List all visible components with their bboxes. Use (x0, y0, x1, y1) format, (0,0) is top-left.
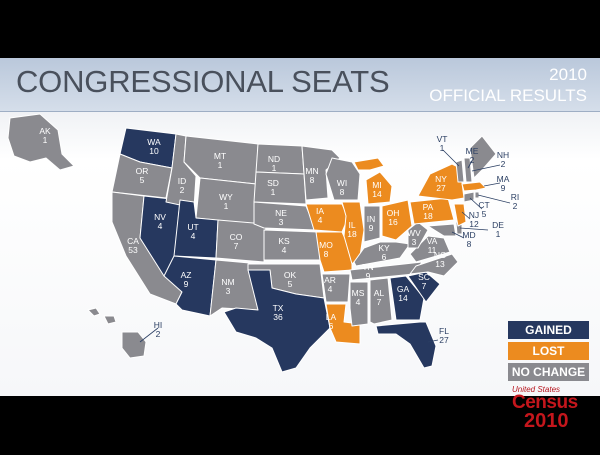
label-MA: MA 9 (497, 174, 510, 193)
label-ME: ME 2 (466, 146, 479, 165)
state-MN (301, 145, 341, 201)
map-panel: CONGRESSIONAL SEATS 2010 OFFICIAL RESULT… (0, 58, 600, 432)
label-LA: LA 6 (326, 312, 337, 331)
state-KY (353, 241, 411, 267)
label-ID: ID 2 (178, 176, 187, 195)
census-logo-year: 2010 (524, 410, 569, 432)
legend-gained: GAINED (508, 321, 589, 339)
label-NH: NH 2 (497, 150, 509, 169)
state-NC (409, 253, 459, 277)
label-KY: KY 6 (378, 243, 390, 262)
leader-lines (139, 149, 511, 343)
external-labels: VT 1 ME 2 NH 2 MA 9 RI 2 CT 5 NJ 12 DE 1 MD 8 HI 2… (154, 134, 520, 345)
label-VT: VT 1 (437, 134, 448, 153)
label-AK: AK 1 (39, 126, 51, 145)
label-NV: NV 4 (154, 212, 166, 231)
state-IN (363, 205, 381, 243)
label-SD: SD 1 (267, 178, 279, 197)
title-bar: CONGRESSIONAL SEATS 2010 OFFICIAL RESULT… (0, 58, 600, 112)
label-NJ: NJ 12 (469, 210, 479, 229)
label-MO: MO 8 (319, 240, 333, 259)
state-GA (389, 275, 425, 321)
label-WI: WI 8 (337, 178, 347, 197)
label-IL: IL 18 (347, 220, 357, 239)
label-HI: HI 2 (154, 320, 163, 339)
label-IA: IA 4 (316, 206, 324, 225)
state-FL (375, 321, 437, 369)
label-MI: MI 14 (372, 180, 382, 199)
state-MS (349, 281, 369, 327)
label-TN: TN 9 (362, 262, 373, 281)
state-KS (263, 229, 321, 261)
label-DE: DE 1 (492, 220, 504, 239)
state-AK (7, 113, 75, 171)
label-PA: PA 18 (423, 202, 434, 221)
legend-lost: LOST (508, 342, 589, 360)
state-WI (325, 157, 361, 201)
label-MD: MD 8 (462, 230, 475, 249)
label-WY: WY 1 (219, 192, 233, 211)
state-VT (455, 159, 465, 183)
label-AZ: AZ 9 (181, 270, 192, 289)
label-VA: VA 11 (427, 236, 438, 255)
label-OR: OR 5 (136, 166, 149, 185)
state-VA (409, 235, 451, 263)
state-labels: AK 1 WA 10 OR 5 CA 53 NV 4 ID 2 MT 1 WY 1 UT 4 AZ… (39, 126, 447, 331)
state-HI (87, 307, 147, 359)
label-NY: NY 27 (435, 174, 447, 193)
state-SD (253, 171, 307, 205)
label-AR: AR 4 (324, 275, 336, 294)
label-SC: SC 7 (418, 272, 430, 291)
state-CO (215, 219, 267, 263)
label-MT: MT 1 (214, 151, 226, 170)
state-AR (321, 273, 351, 303)
page-title: CONGRESSIONAL SEATS (16, 64, 390, 99)
label-NC: NC 13 (434, 250, 446, 269)
label-WA: WA 10 (147, 137, 161, 156)
state-MD (427, 223, 457, 237)
label-CO: CO 7 (230, 232, 243, 251)
label-FL: FL 27 (439, 326, 449, 345)
state-ME (469, 135, 497, 179)
state-LA (325, 303, 361, 345)
label-AL: AL 7 (374, 288, 385, 307)
census-logo-word: Census (512, 392, 578, 413)
state-MA (461, 181, 487, 192)
us-map: AK 1 WA 10 OR 5 CA 53 NV 4 ID 2 MT 1 WY 1 UT 4 AZ… (7, 113, 520, 373)
state-AL (369, 277, 393, 325)
label-GA: GA 14 (397, 284, 410, 303)
label-WV: WV 3 (407, 228, 421, 247)
label-NE: NE 3 (275, 208, 287, 227)
label-CT: CT 5 (478, 200, 489, 219)
state-MI (353, 157, 393, 205)
state-NJ (453, 203, 467, 227)
state-PA (409, 197, 455, 225)
legend-no-change: NO CHANGE (508, 363, 589, 381)
subtitle-label: OFFICIAL RESULTS (429, 86, 587, 105)
state-RI (474, 191, 480, 199)
label-UT: UT 4 (187, 222, 198, 241)
label-MS: MS 4 (352, 288, 365, 307)
label-ND: ND 1 (268, 154, 280, 173)
label-RI: RI 2 (511, 192, 520, 211)
label-NM: NM 3 (221, 277, 234, 296)
state-TX (223, 269, 331, 373)
label-IN: IN 9 (367, 214, 376, 233)
label-OH: OH 16 (387, 208, 400, 227)
label-KS: KS 4 (278, 236, 290, 255)
label-MN: MN 8 (305, 166, 318, 185)
state-OH (381, 199, 413, 241)
label-TX: TX 36 (273, 303, 284, 322)
label-OK: OK 5 (284, 270, 297, 289)
label-CA: CA 53 (127, 236, 139, 255)
state-NE (253, 201, 317, 231)
census-logo-top: United States (512, 385, 561, 394)
year-label: 2010 (549, 65, 587, 84)
